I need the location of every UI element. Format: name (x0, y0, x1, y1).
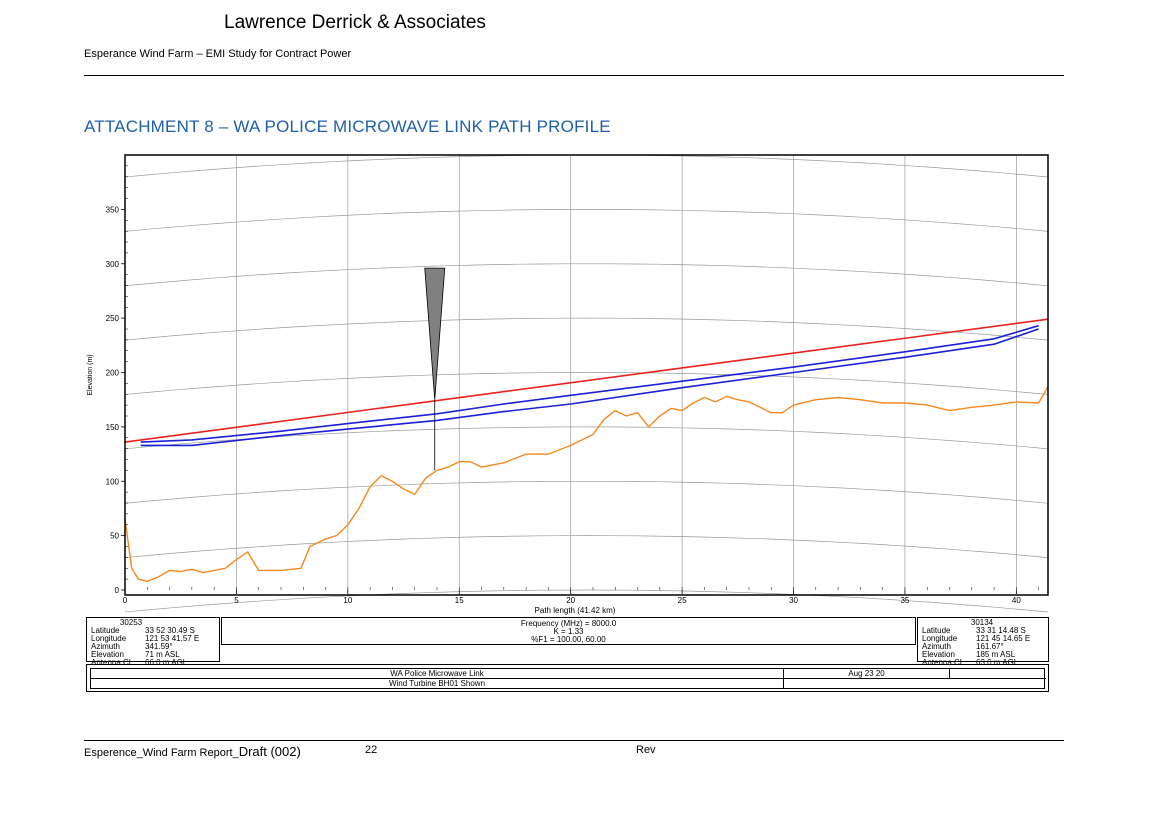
left-site-value: 341.59° (145, 642, 173, 651)
x-tick-label: 20 (566, 596, 575, 605)
y-tick-label: 100 (106, 477, 120, 486)
left-site-row: Elevation 71 m ASL (91, 651, 215, 659)
path-profile-chart: 0 50 100 150 200 250 300 350 0 5 10 15 20 25 30 35 40 El… (87, 154, 1049, 615)
x-tick-label: 15 (455, 596, 464, 605)
earth-curve-line (124, 209, 1049, 232)
date-text: Aug 23 20 (848, 669, 885, 678)
right-site-key: Latitude (922, 626, 951, 635)
document-subtitle: Esperance Wind Farm – EMI Study for Cont… (84, 48, 352, 60)
x-tick-label: 35 (900, 596, 909, 605)
y-tick-label: 150 (106, 423, 120, 432)
earth-curve-line (124, 426, 1049, 450)
left-site-key: Elevation (91, 650, 124, 659)
y-tick-label: 350 (106, 205, 120, 214)
earth-curve-line (124, 589, 1049, 613)
title-block: WA Police Microwave Link Wind Turbine BH… (86, 664, 1049, 692)
series-fresnel_lower-line (140, 328, 1039, 447)
y-axis-label: Elevation (m) (87, 354, 94, 395)
chart-series (124, 267, 1049, 582)
left-site-key: Longitude (91, 634, 127, 643)
left-site-value: 121 53 41.57 E (145, 634, 200, 643)
x-tick-label: 10 (343, 596, 352, 605)
right-site-value: 33 31 14.48 S (976, 626, 1026, 635)
left-site-row: Longitude 121 53 41.57 E (91, 635, 215, 643)
right-site-value: 63.0 m AGL (976, 658, 1019, 667)
right-site-row: Latitude 33 31 14.48 S (922, 627, 1044, 635)
series-los-line (124, 318, 1049, 443)
x-tick-label: 0 (123, 596, 128, 605)
left-site-key: Antenna CL (91, 658, 134, 667)
footer-page-number: 22 (365, 744, 378, 756)
right-site-row: Elevation 185 m ASL (922, 651, 1044, 659)
y-tick-label: 0 (115, 586, 120, 595)
series-terrain-line (124, 386, 1049, 582)
right-site-value: 161.67° (976, 642, 1004, 651)
right-site-row: Longitude 121 45 14.65 E (922, 635, 1044, 643)
right-site-id: 30134 (970, 618, 994, 627)
title-block-col-divider (783, 668, 784, 689)
earth-curve-line (124, 480, 1049, 504)
right-site-key: Antenna CL (922, 658, 965, 667)
left-site-value: 33 52 30.49 S (145, 626, 195, 635)
left-site-row: Antenna CL 66.0 m AGL (91, 659, 215, 667)
earth-curve-line (124, 154, 1049, 178)
fresnel-text: %F1 = 100.00, 60.00 (531, 635, 606, 644)
right-site-row: Antenna CL 63.0 m AGL (922, 659, 1044, 667)
y-tick-label: 250 (106, 314, 120, 323)
title-block-col-divider-2 (949, 668, 950, 678)
footer-rule (84, 740, 1064, 741)
x-tick-label: 25 (678, 596, 687, 605)
header-rule (84, 75, 1064, 76)
link-parameters-box: Frequency (MHz) = 8000.0 K = 1.33 %F1 = … (221, 617, 916, 645)
left-site-value: 66.0 m AGL (145, 658, 188, 667)
k-factor-text: K = 1.33 (553, 627, 584, 636)
left-site-key: Azimuth (91, 642, 120, 651)
footer-doc-base: Esperence_Wind Farm Report_ (84, 747, 239, 759)
axis-ticks: 0 50 100 150 200 250 300 350 0 5 10 15 20 25 30 35 40 (106, 165, 1039, 605)
earth-curve-line (124, 263, 1049, 287)
series-fresnel_upper-line (140, 324, 1039, 443)
right-site-value: 185 m ASL (976, 650, 1016, 659)
footer-rev: Rev (636, 744, 656, 756)
left-site-id: 30253 (119, 618, 143, 627)
earth-curve-line (124, 535, 1049, 558)
right-site-value: 121 45 14.65 E (976, 634, 1031, 643)
left-site-row: Azimuth 341.59° (91, 643, 215, 651)
x-axis-label: Path length (41.42 km) (535, 606, 616, 615)
y-tick-label: 200 (106, 369, 120, 378)
y-tick-label: 50 (110, 532, 119, 541)
left-site-row: Latitude 33 52 30.49 S (91, 627, 215, 635)
right-site-key: Longitude (922, 634, 958, 643)
vertical-gridlines (236, 155, 1017, 590)
right-site-box: 30134 Latitude 33 31 14.48 S Longitude 121 … (917, 617, 1049, 667)
left-site-value: 71 m ASL (145, 650, 180, 659)
plot-frame (124, 154, 1049, 596)
footer-doc-name: Esperence_Wind Farm Report_Draft (002) (84, 744, 301, 759)
right-site-row: Azimuth 161.67° (922, 643, 1044, 651)
left-site-box: 30253 Latitude 33 52 30.49 S Longitude 121 … (86, 617, 220, 667)
earth-curvature-lines (124, 154, 1049, 613)
right-site-key: Elevation (922, 650, 955, 659)
right-site-key: Azimuth (922, 642, 951, 651)
title-block-row-divider (91, 678, 1046, 679)
left-site-key: Latitude (91, 626, 120, 635)
frequency-text: Frequency (MHz) = 8000.0 (520, 619, 617, 628)
x-tick-label: 30 (789, 596, 798, 605)
link-name: WA Police Microwave Link (390, 669, 484, 678)
turbine-blade-marker (424, 267, 446, 400)
x-tick-label: 5 (234, 596, 239, 605)
x-tick-label: 40 (1012, 596, 1021, 605)
earth-curve-line (124, 372, 1049, 395)
footer-doc-suffix: Draft (002) (238, 744, 301, 759)
company-name: Lawrence Derrick & Associates (224, 12, 486, 33)
turbine-note: Wind Turbine BH01 Shown (388, 679, 486, 688)
attachment-title: ATTACHMENT 8 – WA POLICE MICROWAVE LINK … (84, 117, 611, 136)
earth-curve-line (124, 317, 1049, 341)
y-tick-label: 300 (106, 260, 120, 269)
